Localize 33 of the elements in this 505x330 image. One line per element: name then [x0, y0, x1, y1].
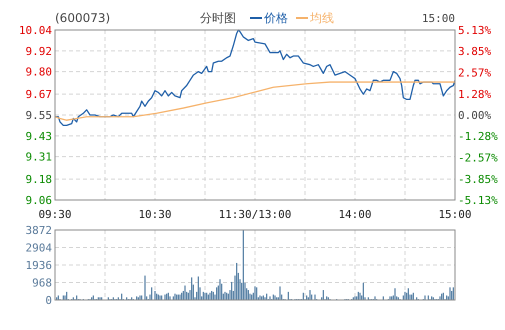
x-tick-label: 15:00: [438, 208, 472, 221]
y-tick-label: 9.31: [26, 150, 52, 164]
y-tick-label: 2904: [26, 242, 52, 254]
chart-title: (600073): [55, 11, 110, 25]
y-tick-label: 10.04: [18, 24, 52, 37]
x-tick-label: 14:00: [338, 208, 372, 221]
legend-label: 价格: [263, 11, 288, 25]
y2-tick-label: -3.85%: [458, 172, 498, 186]
y2-tick-label: 1.28%: [458, 88, 492, 101]
y-tick-label: 9.55: [26, 109, 52, 122]
x-tick-label: 09:30: [38, 208, 72, 221]
y-tick-label: 0: [45, 294, 52, 307]
y2-tick-label: 3.85%: [458, 45, 492, 58]
y2-tick-label: 0.00%: [458, 109, 492, 122]
x-tick-label: 11:30/13:00: [218, 208, 292, 221]
y-tick-label: 3872: [26, 224, 52, 237]
y-tick-label: 968: [32, 276, 52, 290]
y2-tick-label: -2.57%: [458, 152, 498, 165]
y-tick-label: 9.18: [26, 173, 52, 186]
y-tick-label: 9.67: [26, 88, 52, 102]
text: 15:00: [422, 12, 455, 25]
y2-tick-label: -1.28%: [458, 130, 498, 144]
x-tick-label: 10:30: [138, 208, 172, 221]
y2-tick-label: 2.57%: [458, 66, 492, 80]
y2-tick-label: 5.13%: [458, 24, 492, 37]
chart-subtitle: 分时图: [200, 11, 236, 25]
y-tick-label: 1936: [26, 259, 52, 272]
y-tick-label: 9.92: [26, 44, 52, 58]
y-tick-label: 9.43: [26, 130, 52, 143]
y2-tick-label: -5.13%: [458, 194, 498, 207]
legend-label: 均线: [309, 11, 334, 25]
y-tick-label: 9.06: [26, 194, 52, 207]
y-tick-label: 9.80: [26, 66, 52, 79]
